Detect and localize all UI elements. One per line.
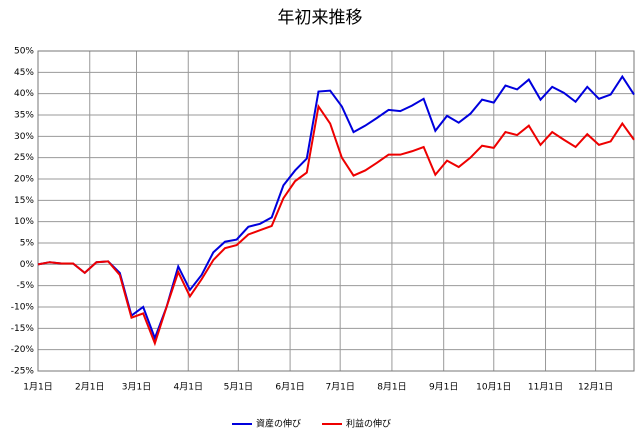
- x-tick-label: 9月1日: [429, 382, 458, 393]
- y-tick-label: 0%: [20, 260, 35, 270]
- y-tick-label: 5%: [20, 239, 35, 249]
- y-tick-label: 30%: [14, 132, 34, 142]
- x-tick-label: 5月1日: [224, 382, 253, 393]
- x-tick-label: 12月1日: [578, 382, 613, 393]
- y-tick-label: 20%: [14, 175, 34, 185]
- y-tick-label: 40%: [14, 89, 34, 99]
- legend-label: 利益の伸び: [346, 418, 391, 430]
- x-tick-label: 1月1日: [23, 382, 52, 393]
- y-tick-label: 15%: [14, 196, 34, 206]
- y-tick-label: -15%: [11, 324, 35, 334]
- legend-label: 資産の伸び: [256, 418, 301, 430]
- y-tick-label: -20%: [11, 345, 35, 355]
- x-tick-label: 11月1日: [528, 382, 563, 393]
- x-tick-label: 8月1日: [377, 382, 406, 393]
- data-line: [37, 74, 635, 341]
- x-tick-label: 2月1日: [75, 382, 104, 393]
- x-tick-label: 10月1日: [476, 382, 511, 393]
- y-tick-label: 50%: [14, 47, 34, 57]
- y-tick-label: -25%: [11, 367, 35, 377]
- x-tick-label: 6月1日: [275, 382, 304, 393]
- y-tick-label: 45%: [14, 68, 34, 78]
- y-tick-label: -10%: [11, 303, 35, 313]
- x-tick-label: 7月1日: [325, 382, 354, 393]
- x-tick-label: 3月1日: [122, 382, 151, 393]
- y-tick-label: 35%: [14, 111, 34, 121]
- y-tick-label: 25%: [14, 153, 34, 163]
- x-tick-label: 4月1日: [174, 382, 203, 393]
- chart-title: 年初来推移: [278, 8, 363, 28]
- y-tick-label: 10%: [14, 217, 34, 227]
- plot-border: [37, 50, 635, 372]
- y-tick-label: -5%: [16, 281, 34, 291]
- data-line: [37, 103, 635, 347]
